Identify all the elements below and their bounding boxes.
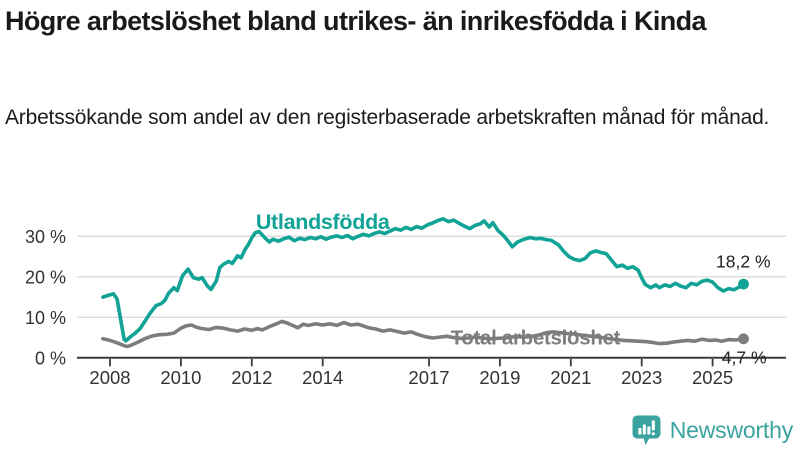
newsworthy-logo: Newsworthy: [631, 414, 793, 447]
series-label: Utlandsfödda: [256, 210, 391, 234]
x-tick-label: 2014: [302, 367, 343, 388]
x-tick-label: 2012: [231, 367, 272, 388]
x-tick-label: 2023: [621, 367, 662, 388]
x-tick-label: 2021: [550, 367, 591, 388]
page-title: Högre arbetslöshet bland utrikes- än inr…: [5, 6, 707, 36]
series-end-dot: [738, 278, 749, 290]
y-tick-label: 20 %: [25, 267, 66, 287]
series-end-dot: [738, 333, 749, 345]
newsworthy-logo-text: Newsworthy: [669, 417, 793, 443]
series-label: Total arbetslöshet: [451, 327, 621, 350]
end-value-label: 4,7 %: [722, 347, 767, 367]
x-tick-label: 2017: [408, 367, 449, 388]
page-subtitle: Arbetssökande som andel av den registerb…: [5, 106, 770, 129]
y-tick-label: 30 %: [25, 227, 66, 247]
y-tick-label: 0 %: [35, 348, 66, 368]
x-tick-label: 2010: [160, 367, 201, 388]
y-tick-label: 10 %: [25, 308, 66, 328]
x-tick-label: 2025: [692, 367, 733, 388]
series-line-total-arbetsl-shet: [101, 319, 746, 349]
end-value-label: 18,2 %: [716, 252, 770, 272]
logo-bar-chart-glyph: [638, 420, 655, 436]
logo-bubble-shape: [632, 415, 661, 446]
series-line-utlandsf-dda: [101, 217, 746, 343]
x-tick-label: 2019: [479, 367, 520, 388]
newsworthy-logo-icon: [632, 415, 661, 446]
x-tick-label: 2008: [89, 367, 130, 388]
